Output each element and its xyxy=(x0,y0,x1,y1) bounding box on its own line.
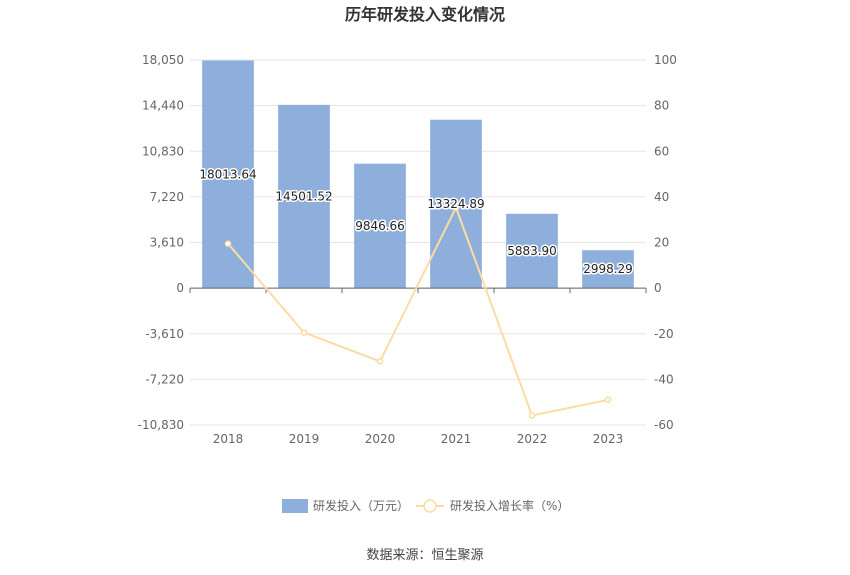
bar-data-label: 18013.64 xyxy=(199,167,256,181)
right-tick-label: -40 xyxy=(654,372,674,386)
growth-line xyxy=(227,205,609,417)
right-tick-label: 60 xyxy=(654,144,669,158)
legend-item-bar[interactable]: 研发投入（万元） xyxy=(282,498,409,513)
line-series xyxy=(224,204,612,419)
left-tick-label: 7,220 xyxy=(150,190,184,204)
x-tick-label: 2023 xyxy=(593,432,624,446)
chart-title: 历年研发投入变化情况 xyxy=(345,5,505,24)
bar xyxy=(506,213,558,289)
left-tick-label: -3,610 xyxy=(145,327,184,341)
bar-data-label: 14501.52 xyxy=(275,189,332,203)
bar xyxy=(430,119,482,289)
left-tick-label: 18,050 xyxy=(142,53,184,67)
left-tick-label: 10,830 xyxy=(142,144,184,158)
bar xyxy=(582,250,634,289)
line-point xyxy=(528,412,536,419)
legend-label: 研发投入增长率（%） xyxy=(450,498,569,513)
x-tick-label: 2020 xyxy=(365,432,396,446)
left-axis: 18,050 14,440 10,830 7,220 3,610 0 -3,610 -7,22… xyxy=(138,53,184,432)
legend[interactable]: 研发投入（万元） 研发投入增长率（%） xyxy=(282,498,569,513)
x-tick-label: 2019 xyxy=(289,432,320,446)
right-tick-label: -60 xyxy=(654,418,674,432)
right-tick-label: 40 xyxy=(654,190,669,204)
bar-data-labels: 18013.64 14501.52 9846.66 13324.89 5883.90 29… xyxy=(198,166,634,278)
left-tick-label: -7,220 xyxy=(145,372,184,386)
line-point xyxy=(452,204,460,211)
bar xyxy=(278,104,330,289)
line-point xyxy=(604,396,612,404)
legend-item-line[interactable]: 研发投入增长率（%） xyxy=(416,498,569,513)
right-tick-label: 80 xyxy=(654,99,669,113)
bar-data-label: 13324.89 xyxy=(427,197,484,211)
right-tick-label: 0 xyxy=(654,281,662,295)
x-tick-label: 2021 xyxy=(441,432,472,446)
right-tick-label: 20 xyxy=(654,236,669,250)
line-point xyxy=(376,358,384,365)
right-tick-label: 100 xyxy=(654,53,677,67)
line-point xyxy=(224,240,232,247)
source-note: 数据来源：恒生聚源 xyxy=(366,548,483,563)
left-tick-label: 0 xyxy=(176,281,184,295)
legend-bar-swatch xyxy=(282,499,308,513)
left-tick-label: 3,610 xyxy=(150,236,184,250)
bar xyxy=(354,163,406,289)
bar xyxy=(202,60,254,289)
legend-label: 研发投入（万元） xyxy=(313,498,409,513)
legend-line-marker xyxy=(423,499,437,513)
x-axis: 2018 2019 2020 2021 2022 2023 xyxy=(213,432,624,446)
right-tick-label: -20 xyxy=(654,327,674,341)
left-tick-label: 14,440 xyxy=(142,99,184,113)
grid xyxy=(190,59,646,426)
bar-series xyxy=(202,60,634,289)
left-tick-label: -10,830 xyxy=(138,418,184,432)
bar-data-label: 9846.66 xyxy=(355,219,405,233)
bar-data-label: 5883.90 xyxy=(507,244,557,258)
x-tick-label: 2022 xyxy=(517,432,548,446)
zero-axis xyxy=(189,287,647,294)
bar-data-label: 2998.29 xyxy=(583,262,633,276)
right-axis: 100 80 60 40 20 0 -20 -40 -60 xyxy=(654,53,677,432)
x-tick-label: 2018 xyxy=(213,432,244,446)
line-point xyxy=(300,329,308,336)
